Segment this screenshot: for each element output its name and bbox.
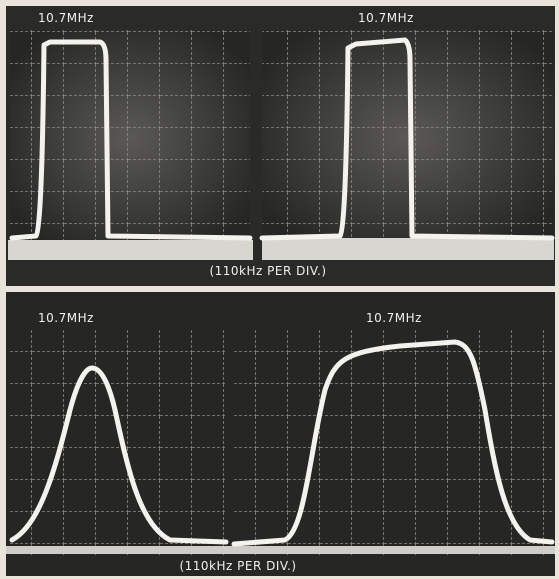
trace-label: 10.7MHz [38, 11, 94, 25]
bottom-photo: 10.7MHz 10.7MHz (110kHz PER DIV.) [6, 292, 555, 576]
trace [9, 365, 229, 545]
trace-label: 10.7MHz [366, 311, 422, 325]
top-photo: 10.7MHz 10.7MHz (110kHz PER DIV.) [6, 6, 555, 286]
baseline-glow-left [8, 240, 253, 260]
baseline-glow-right [262, 238, 554, 260]
graticule-right [232, 330, 554, 555]
baseline-glow [6, 546, 555, 554]
trace-label: 10.7MHz [38, 311, 94, 325]
caption: (110kHz PER DIV.) [179, 559, 296, 573]
caption: (110kHz PER DIV.) [209, 264, 326, 278]
trace [259, 37, 555, 241]
trace [231, 339, 555, 547]
trace-label: 10.7MHz [358, 11, 414, 25]
trace [9, 39, 253, 241]
graticule-left [10, 330, 225, 555]
graticule-left [10, 30, 250, 245]
